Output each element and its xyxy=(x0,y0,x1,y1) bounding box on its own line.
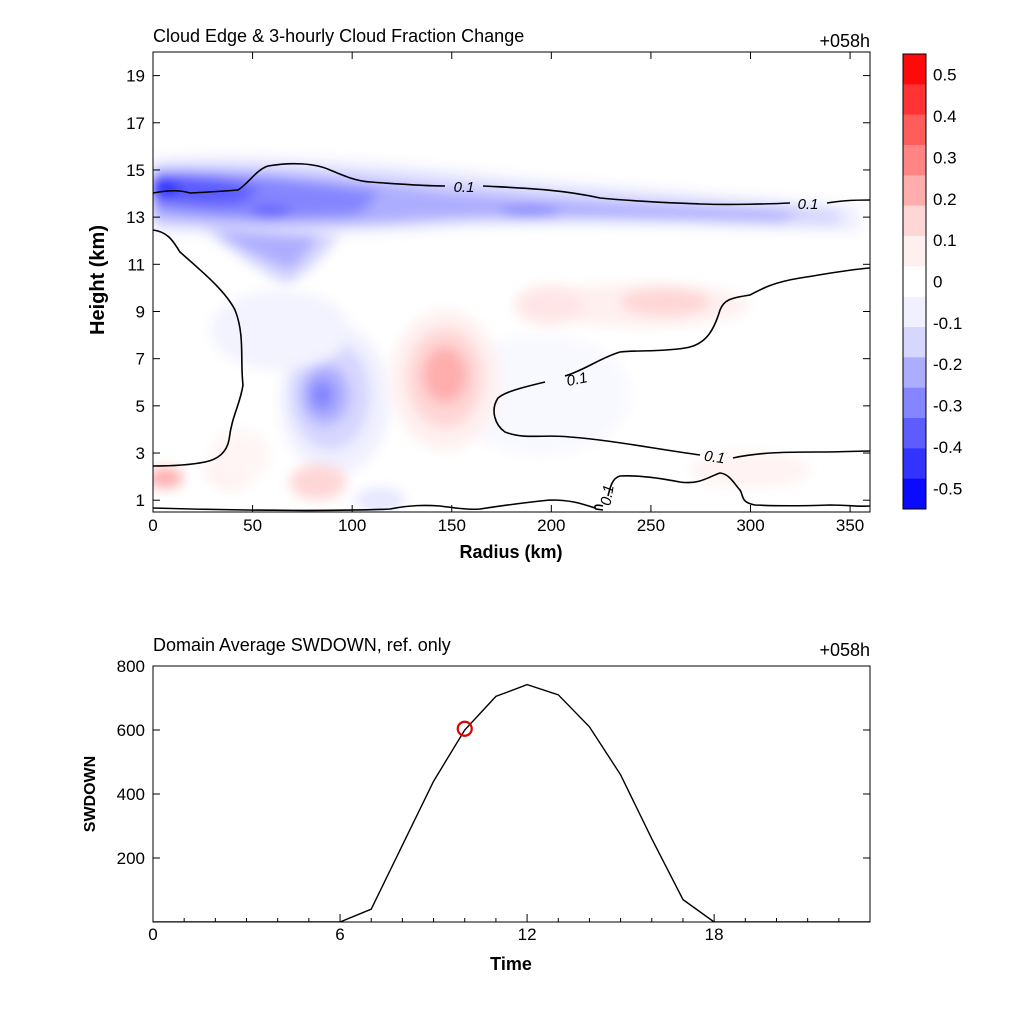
top-y-axis-label: Height (km) xyxy=(87,225,109,335)
swdown-series xyxy=(153,683,870,922)
y-tick-label: 11 xyxy=(127,255,145,274)
colorbar-swatch xyxy=(903,296,926,328)
colorbar-swatch xyxy=(903,84,926,115)
x-tick-label: 200 xyxy=(537,516,565,535)
colorbar-swatch xyxy=(903,145,926,176)
bottom-plot-frame xyxy=(152,665,871,923)
bottom-panel: Domain Average SWDOWN, ref. only +058h 0… xyxy=(82,635,871,974)
y-tick-label: 400 xyxy=(117,785,145,804)
colorbar-label: -0.2 xyxy=(933,355,962,374)
y-tick-label: 200 xyxy=(117,849,145,868)
colorbar-swatch xyxy=(903,448,926,479)
contour-label: 0.1 xyxy=(703,448,726,468)
x-tick-label: 250 xyxy=(637,516,665,535)
contour-label: 0.1 xyxy=(454,179,475,196)
colorbar: 0.5 0.4 0.3 0.2 0.1 0 -0.1 -0.2 -0.3 -0.4 -0.5 xyxy=(902,53,962,510)
y-tick-label: 19 xyxy=(126,67,145,86)
colorbar-swatch xyxy=(903,478,926,510)
x-tick-label: 6 xyxy=(335,925,344,944)
colorbar-swatch xyxy=(903,54,926,85)
top-panel: Cloud Edge & 3-hourly Cloud Fraction Cha… xyxy=(87,26,962,562)
y-tick-label: 13 xyxy=(126,208,145,227)
x-tick-label: 0 xyxy=(148,925,157,944)
x-tick-label: 300 xyxy=(736,516,764,535)
colorbar-swatch xyxy=(903,357,926,388)
x-tick-label: 150 xyxy=(438,516,466,535)
top-x-ticks: 0 50 100 150 200 250 300 350 xyxy=(148,52,864,535)
colorbar-frame xyxy=(902,53,927,510)
colorbar-label: -0.3 xyxy=(933,397,962,416)
colorbar-swatch xyxy=(903,175,926,206)
colorbar-label: 0 xyxy=(933,273,942,292)
colorbar-label: 0.2 xyxy=(933,190,957,209)
contour-label-group: 0.1 0.1 0.1 0.1 0.1 xyxy=(454,179,819,507)
y-tick-label: 600 xyxy=(117,721,145,740)
colorbar-label: -0.5 xyxy=(933,479,962,498)
y-tick-label: 800 xyxy=(117,657,145,676)
colorbar-swatch xyxy=(903,266,926,297)
y-tick-label: 17 xyxy=(126,114,145,133)
x-tick-label: 50 xyxy=(243,516,262,535)
swdown-line xyxy=(153,683,870,922)
colorbar-label: 0.1 xyxy=(933,231,957,250)
colorbar-label: 0.5 xyxy=(933,66,957,85)
y-tick-label: 15 xyxy=(126,161,145,180)
y-tick-label: 1 xyxy=(136,491,145,510)
bottom-x-ticks: 0 6 12 18 xyxy=(148,914,724,944)
bottom-y-axis-label: SWDOWN xyxy=(82,756,99,832)
top-plot-frame xyxy=(152,51,871,513)
x-tick-label: 18 xyxy=(705,925,724,944)
colorbar-swatch xyxy=(903,236,926,267)
heatmap-field: 0.1 0.1 0.1 0.1 0.1 xyxy=(153,52,870,512)
y-tick-label: 9 xyxy=(136,302,145,321)
bottom-y-ticks: 200 400 600 800 xyxy=(117,657,870,868)
colorbar-swatch xyxy=(903,327,926,358)
colorbar-label: 0.4 xyxy=(933,107,957,126)
colorbar-label: -0.4 xyxy=(933,438,962,457)
contour-label: 0.1 xyxy=(597,483,617,506)
bottom-title: Domain Average SWDOWN, ref. only xyxy=(153,635,451,655)
y-tick-label: 5 xyxy=(136,397,145,416)
x-tick-label: 100 xyxy=(338,516,366,535)
bottom-x-axis-label: Time xyxy=(490,954,532,974)
colorbar-swatch xyxy=(903,387,926,419)
cloud-edge-contours xyxy=(153,162,870,512)
bottom-time-label: +058h xyxy=(819,640,870,660)
contour-label: 0.1 xyxy=(798,196,819,213)
x-tick-label: 350 xyxy=(836,516,864,535)
x-tick-label: 12 xyxy=(518,925,537,944)
current-time-marker xyxy=(456,720,473,737)
top-x-axis-label: Radius (km) xyxy=(459,542,562,562)
colorbar-label: -0.1 xyxy=(933,314,962,333)
colorbar-swatch xyxy=(903,205,926,237)
top-time-label: +058h xyxy=(819,31,870,51)
y-tick-label: 7 xyxy=(136,350,145,369)
colorbar-swatch xyxy=(903,114,926,146)
y-tick-label: 3 xyxy=(136,444,145,463)
top-title: Cloud Edge & 3-hourly Cloud Fraction Cha… xyxy=(153,26,524,46)
contour-label: 0.1 xyxy=(565,369,589,390)
colorbar-swatch xyxy=(903,418,926,449)
colorbar-label: 0.3 xyxy=(933,148,957,167)
x-tick-label: 0 xyxy=(148,516,157,535)
positive-blobs xyxy=(153,283,810,512)
negative-band xyxy=(153,155,860,285)
